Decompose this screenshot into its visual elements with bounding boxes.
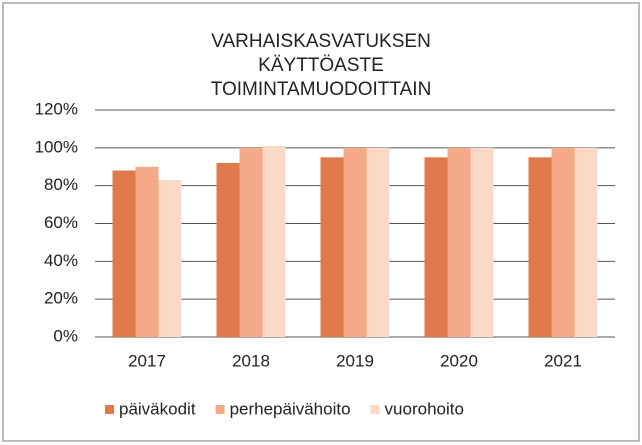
legend-swatch <box>105 405 114 414</box>
bar <box>551 147 575 337</box>
bar <box>574 147 598 337</box>
bar <box>447 147 471 337</box>
bar <box>470 147 494 337</box>
x-tick-label: 2020 <box>440 351 478 370</box>
bar <box>343 147 367 337</box>
legend-label: päiväkodit <box>119 399 196 418</box>
x-tick-label: 2018 <box>232 351 270 370</box>
bar <box>528 157 552 337</box>
bar <box>320 157 344 337</box>
bar <box>424 157 448 337</box>
y-tick-label: 0% <box>53 326 78 345</box>
y-tick-label: 100% <box>35 137 78 156</box>
x-tick-label: 2021 <box>544 351 582 370</box>
chart-title: VARHAISKASVATUKSEN KÄYTTÖASTE TOIMINTAMU… <box>210 31 432 100</box>
y-tick-label: 80% <box>44 175 78 194</box>
y-tick-label: 60% <box>44 213 78 232</box>
y-tick-label: 40% <box>44 251 78 270</box>
bar <box>216 162 240 337</box>
y-tick-label: 120% <box>35 99 78 118</box>
bar <box>366 147 390 337</box>
bar <box>112 170 136 337</box>
legend-label: vuorohoito <box>385 399 464 418</box>
legend-label: perhepäivähoito <box>230 399 351 418</box>
bar <box>239 147 263 337</box>
legend-swatch <box>370 405 380 414</box>
legend-swatch <box>215 405 225 414</box>
x-tick-label: 2017 <box>128 351 166 370</box>
bar <box>135 166 159 337</box>
bar <box>262 145 286 337</box>
x-tick-label: 2019 <box>336 351 374 370</box>
y-tick-label: 20% <box>44 289 78 308</box>
bar <box>158 179 182 337</box>
